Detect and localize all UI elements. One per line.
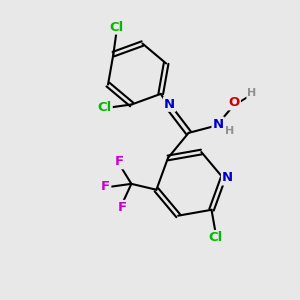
Text: Cl: Cl: [208, 231, 222, 244]
Text: N: N: [164, 98, 175, 111]
Text: H: H: [247, 88, 256, 98]
Text: Cl: Cl: [109, 20, 124, 34]
Text: Cl: Cl: [98, 101, 112, 114]
Text: O: O: [229, 96, 240, 110]
Text: N: N: [222, 172, 233, 184]
Text: N: N: [212, 118, 224, 130]
Text: F: F: [101, 180, 110, 193]
Text: F: F: [118, 201, 127, 214]
Text: F: F: [115, 155, 124, 168]
Text: H: H: [225, 126, 234, 136]
